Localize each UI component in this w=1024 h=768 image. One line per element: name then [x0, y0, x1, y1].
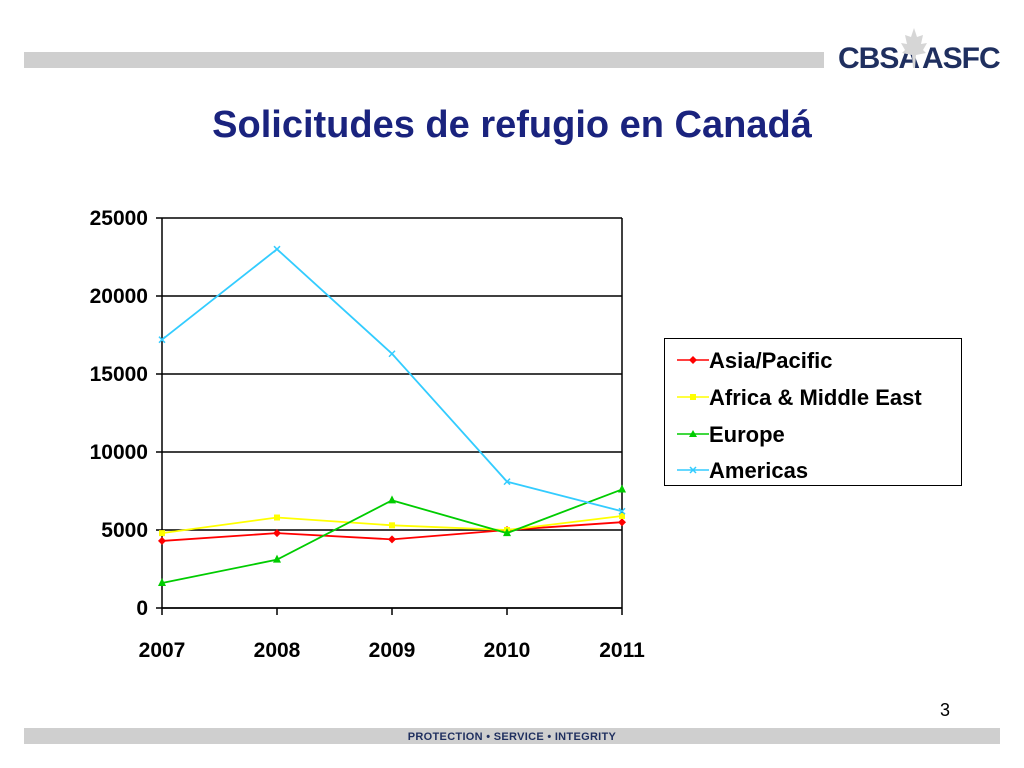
data-point-africa-middle-east	[389, 522, 395, 529]
page-number: 3	[940, 700, 951, 720]
logo-text-right: ASFC	[922, 42, 1001, 75]
data-point-asia-pacific	[388, 535, 396, 544]
y-tick-label: 20000	[90, 285, 148, 308]
y-tick-label: 0	[136, 597, 148, 620]
legend-swatch-africa-middle-east	[677, 394, 709, 400]
legend-label: Americas	[709, 458, 809, 483]
data-point-asia-pacific	[618, 518, 626, 527]
data-point-africa-middle-east	[159, 530, 165, 537]
legend-swatch-europe	[677, 430, 709, 437]
legend-item-europe: Europe	[665, 419, 961, 449]
y-tick-label: 10000	[90, 441, 148, 464]
legend-item-asia-pacific: Asia/Pacific	[665, 345, 961, 375]
legend-label: Africa & Middle East	[709, 385, 922, 410]
data-point-americas	[273, 245, 281, 253]
y-tick-label: 15000	[90, 363, 148, 386]
chart-legend: Asia/Pacific Africa & Middle East Europe…	[664, 338, 962, 486]
data-point-europe	[388, 495, 396, 504]
data-point-africa-middle-east	[274, 514, 280, 521]
data-point-americas	[503, 478, 511, 486]
x-tick-label: 2007	[139, 639, 186, 662]
legend-swatch-asia-pacific	[677, 356, 709, 364]
legend-item-americas: Americas	[665, 455, 961, 485]
cbsa-logo: CBSA ASFC	[832, 28, 1001, 80]
legend-label: Asia/Pacific	[709, 348, 833, 373]
footer-bar	[24, 728, 1000, 744]
legend-swatch-americas	[677, 466, 709, 474]
data-point-europe	[273, 554, 281, 563]
header-bar	[24, 52, 824, 68]
series-line-americas	[161, 248, 623, 513]
x-tick-label: 2008	[254, 639, 301, 662]
page-title: Solicitudes de refugio en Canadá	[212, 104, 812, 146]
data-point-asia-pacific	[273, 529, 281, 538]
data-point-europe	[503, 528, 511, 537]
legend-item-africa-middle-east: Africa & Middle East	[665, 382, 961, 412]
data-point-americas	[618, 507, 626, 515]
data-point-europe	[618, 484, 626, 493]
data-point-europe	[158, 578, 166, 587]
y-tick-label: 25000	[90, 207, 148, 230]
data-point-americas	[158, 336, 166, 344]
data-point-asia-pacific	[158, 536, 166, 545]
data-point-americas	[388, 350, 396, 358]
y-tick-label: 5000	[101, 519, 148, 542]
footer-tagline: PROTECTION • SERVICE • INTEGRITY	[407, 731, 617, 743]
legend-label: Europe	[709, 422, 785, 447]
x-tick-label: 2011	[599, 639, 645, 662]
maple-leaf-icon	[901, 28, 927, 68]
x-tick-label: 2009	[369, 639, 416, 662]
x-tick-label: 2010	[484, 639, 531, 662]
data-point-africa-middle-east	[619, 512, 625, 519]
